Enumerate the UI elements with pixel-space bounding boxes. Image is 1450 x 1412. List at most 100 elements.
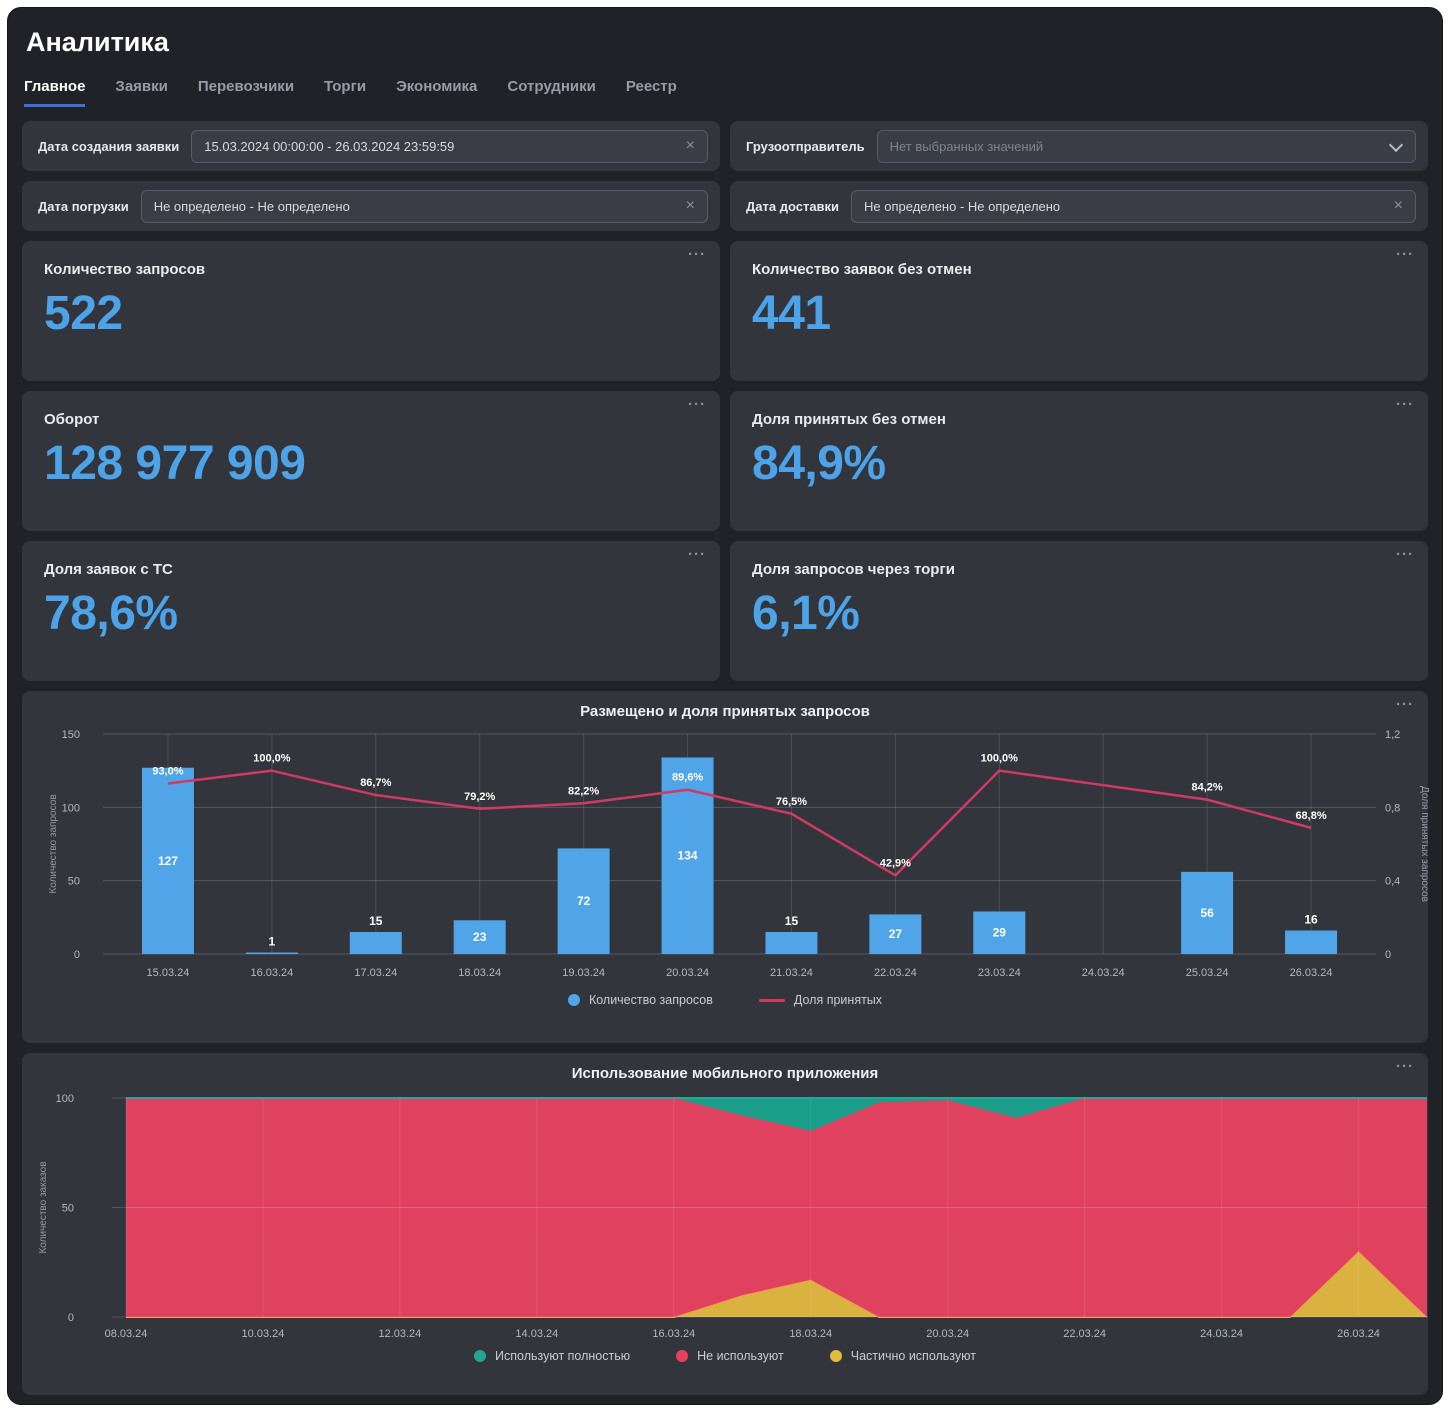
area-chart-title: Использование мобильного приложения [571,1065,879,1082]
svg-text:20.03.24: 20.03.24 [666,967,709,979]
kpi-value: 522 [44,287,123,340]
ellipsis-menu-icon[interactable]: ··· [1396,546,1414,563]
kpi-title: Доля заявок с ТС [44,561,173,578]
legend-item[interactable]: Частично используют [829,1349,976,1363]
svg-text:15: 15 [785,914,799,928]
filter-creation-date: Дата создания заявки 15.03.2024 00:00:00… [22,121,720,171]
legend-label: Доля принятых [793,993,883,1007]
svg-text:0: 0 [1385,949,1391,961]
legend-item[interactable]: Не используют [676,1349,784,1363]
svg-text:1: 1 [269,935,276,949]
creation-date-value: 15.03.2024 00:00:00 - 26.03.2024 23:59:5… [204,138,455,154]
svg-text:50: 50 [62,1203,74,1215]
tab-3[interactable]: Торги [324,78,367,95]
svg-text:82,2%: 82,2% [568,785,599,797]
area-chart-svg: 100 50 0 08.03.24 10.03.24 12.03.24 14.03.24 16… [38,1093,1428,1340]
svg-text:26.03.24: 26.03.24 [1290,967,1333,979]
svg-text:76,5%: 76,5% [776,796,807,808]
svg-text:134: 134 [678,849,698,863]
legend-dot-swatch [567,994,580,1006]
svg-text:100: 100 [62,802,80,814]
kpi-title: Количество заявок без отмен [752,261,972,278]
svg-text:27: 27 [889,927,903,941]
svg-text:Количество заказов: Количество заказов [38,1161,49,1253]
tab-4[interactable]: Экономика [396,78,478,95]
loading-date-value: Не определено - Не определено [153,198,350,214]
ellipsis-menu-icon[interactable]: ··· [688,246,706,263]
loading-date-label: Дата погрузки [38,198,129,214]
svg-text:0,8: 0,8 [1385,802,1400,814]
ellipsis-menu-icon[interactable]: ··· [688,546,706,563]
area-chart-card: ··· Использование мобильного приложения … [22,1053,1428,1395]
svg-text:21.03.24: 21.03.24 [770,967,813,979]
clear-icon[interactable]: × [1393,197,1403,214]
creation-date-label: Дата создания заявки [38,138,180,154]
svg-text:23: 23 [473,930,487,944]
shipper-select[interactable]: Нет выбранных значений [876,129,1416,163]
svg-text:29: 29 [993,926,1007,940]
tab-1[interactable]: Заявки [115,78,168,95]
creation-date-input[interactable]: 15.03.2024 00:00:00 - 26.03.2024 23:59:5… [191,129,708,163]
filters-panel: Дата создания заявки 15.03.2024 00:00:00… [22,121,1428,231]
kpi-value: 128 977 909 [44,437,306,490]
ellipsis-menu-icon[interactable]: ··· [1396,1058,1414,1075]
kpi-value: 78,6% [44,587,178,640]
legend-dot-swatch [676,1350,689,1362]
kpi-card: ··· Доля принятых без отмен 84,9% [730,391,1428,531]
tab-5[interactable]: Сотрудники [507,78,596,95]
kpi-grid: ··· Количество запросов 522 ··· Количество з… [22,241,1428,681]
svg-text:16.03.24: 16.03.24 [250,967,293,979]
svg-text:16: 16 [1304,913,1318,927]
kpi-value: 84,9% [752,437,886,490]
combo-chart-svg: 150 1,2 100 0,8 50 0,4 0 0 15.03.24 16.03.24 17.03… [48,729,1430,979]
svg-text:17.03.24: 17.03.24 [354,967,397,979]
combo-chart-legend: Количество запросов Доля принятых [22,993,1428,1007]
legend-item[interactable]: Доля принятых [758,993,883,1007]
legend-line-swatch [758,998,785,1002]
svg-text:79,2%: 79,2% [464,791,495,803]
svg-text:100,0%: 100,0% [253,753,291,765]
ellipsis-menu-icon[interactable]: ··· [1396,246,1414,263]
svg-text:23.03.24: 23.03.24 [978,967,1021,979]
tab-0[interactable]: Главное [24,74,86,107]
shipper-placeholder: Нет выбранных значений [889,138,1044,154]
clear-icon[interactable]: × [685,197,695,214]
delivery-date-label: Дата доставки [746,198,840,214]
svg-text:Доля принятых запросов: Доля принятых запросов [1419,786,1430,902]
delivery-date-input[interactable]: Не определено - Не определено × [851,189,1416,223]
svg-text:24.03.24: 24.03.24 [1200,1328,1243,1340]
area-chart-legend: Используют полностью Не используют Частичн… [22,1349,1428,1363]
tab-2[interactable]: Перевозчики [197,78,295,95]
svg-text:100: 100 [56,1093,74,1105]
kpi-card: ··· Количество заявок без отмен 441 [730,241,1428,381]
svg-text:10.03.24: 10.03.24 [242,1328,285,1340]
kpi-value: 441 [752,287,831,340]
svg-text:50: 50 [68,876,80,888]
ellipsis-menu-icon[interactable]: ··· [1396,696,1414,713]
svg-text:1,2: 1,2 [1385,729,1400,741]
svg-text:84,2%: 84,2% [1192,782,1223,794]
svg-text:100,0%: 100,0% [981,753,1019,765]
svg-text:Количество запросов: Количество запросов [48,794,59,893]
tab-6[interactable]: Реестр [625,78,677,95]
loading-date-input[interactable]: Не определено - Не определено × [140,189,708,223]
legend-item[interactable]: Используют полностью [474,1349,630,1363]
clear-icon[interactable]: × [685,137,695,154]
legend-item[interactable]: Количество запросов [567,993,713,1007]
svg-text:18.03.24: 18.03.24 [458,967,501,979]
svg-text:72: 72 [577,894,591,908]
kpi-title: Доля запросов через торги [752,561,955,578]
svg-text:15.03.24: 15.03.24 [147,967,190,979]
filter-loading-date: Дата погрузки Не определено - Не определ… [22,181,720,231]
ellipsis-menu-icon[interactable]: ··· [1396,396,1414,413]
svg-text:16.03.24: 16.03.24 [652,1328,695,1340]
legend-label: Частично используют [850,1349,976,1363]
svg-text:26.03.24: 26.03.24 [1337,1328,1380,1340]
svg-text:22.03.24: 22.03.24 [874,967,917,979]
svg-text:25.03.24: 25.03.24 [1186,967,1229,979]
ellipsis-menu-icon[interactable]: ··· [688,396,706,413]
svg-text:68,8%: 68,8% [1295,810,1326,822]
svg-text:93,0%: 93,0% [152,766,183,778]
legend-dot-swatch [829,1350,842,1362]
app-window: Аналитика Главное Заявки Перевозчики Торги Э… [7,7,1443,1405]
